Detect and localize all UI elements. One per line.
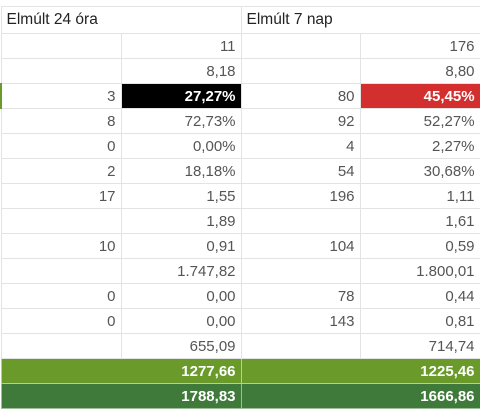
table-row: 2 18,18% 54 30,68% <box>0 158 480 184</box>
cell-c[interactable] <box>241 208 361 234</box>
cell-b[interactable]: 655,09 <box>121 333 242 359</box>
cell-c[interactable]: 143 <box>241 308 361 334</box>
cell-c[interactable]: 92 <box>241 108 361 134</box>
cell-c[interactable] <box>241 33 361 59</box>
cell-c[interactable]: 196 <box>241 183 361 209</box>
total-row: 1277,66 1225,46 <box>0 358 480 384</box>
table-row: 1,89 1,61 <box>0 208 480 234</box>
cell-a[interactable]: 3 <box>0 83 122 109</box>
cell-d[interactable]: 0,81 <box>360 308 480 334</box>
header-last-7-days[interactable]: Elmúlt 7 nap <box>241 6 480 34</box>
cell-a[interactable] <box>0 208 122 234</box>
cell-d[interactable]: 0,44 <box>360 283 480 309</box>
table-row: 3 27,27% 80 45,45% <box>0 83 480 109</box>
cell-d[interactable]: 176 <box>360 33 480 59</box>
cell-b[interactable]: 72,73% <box>121 108 242 134</box>
table-row: 8 72,73% 92 52,27% <box>0 108 480 134</box>
cell-d[interactable]: 714,74 <box>360 333 480 359</box>
cell-a[interactable]: 17 <box>0 183 122 209</box>
cell-c[interactable] <box>241 333 361 359</box>
cell-d[interactable]: 1,61 <box>360 208 480 234</box>
table-row: 1.747,82 1.800,01 <box>0 258 480 284</box>
cell-d[interactable]: 2,27% <box>360 133 480 159</box>
total-cell-left[interactable]: 1788,83 <box>0 383 242 409</box>
table-row: 0 0,00 143 0,81 <box>0 308 480 334</box>
cell-c[interactable]: 78 <box>241 283 361 309</box>
table-row: 10 0,91 104 0,59 <box>0 233 480 259</box>
cell-a[interactable]: 8 <box>0 108 122 134</box>
table-row: 8,18 8,80 <box>0 58 480 84</box>
header-row: Elmúlt 24 óra Elmúlt 7 nap <box>0 6 480 34</box>
table-row: 655,09 714,74 <box>0 333 480 359</box>
cell-b[interactable]: 11 <box>121 33 242 59</box>
table-row: 0 0,00% 4 2,27% <box>0 133 480 159</box>
table-row: 11 176 <box>0 33 480 59</box>
total-cell-right[interactable]: 1225,46 <box>241 358 480 384</box>
table-row: 0 0,00 78 0,44 <box>0 283 480 309</box>
cell-c[interactable]: 104 <box>241 233 361 259</box>
cell-b[interactable]: 1.747,82 <box>121 258 242 284</box>
cell-a[interactable]: 0 <box>0 308 122 334</box>
cell-a[interactable]: 10 <box>0 233 122 259</box>
cell-d[interactable]: 8,80 <box>360 58 480 84</box>
cell-b[interactable]: 27,27% <box>121 83 242 109</box>
cell-a[interactable] <box>0 333 122 359</box>
cell-b[interactable]: 18,18% <box>121 158 242 184</box>
cell-d[interactable]: 45,45% <box>360 83 480 109</box>
cell-b[interactable]: 1,89 <box>121 208 242 234</box>
cell-b[interactable]: 1,55 <box>121 183 242 209</box>
cell-c[interactable] <box>241 58 361 84</box>
header-last-24-hours[interactable]: Elmúlt 24 óra <box>0 6 242 34</box>
stats-sheet: Elmúlt 24 óra Elmúlt 7 nap 11 176 8,18 8,80… <box>0 6 480 409</box>
cell-d[interactable]: 1,11 <box>360 183 480 209</box>
cell-d[interactable]: 52,27% <box>360 108 480 134</box>
table-row: 17 1,55 196 1,11 <box>0 183 480 209</box>
cell-b[interactable]: 0,91 <box>121 233 242 259</box>
cell-a[interactable] <box>0 258 122 284</box>
cell-c[interactable]: 54 <box>241 158 361 184</box>
total-cell-left[interactable]: 1277,66 <box>0 358 242 384</box>
cell-a[interactable]: 2 <box>0 158 122 184</box>
cell-a[interactable]: 0 <box>0 283 122 309</box>
cell-b[interactable]: 0,00 <box>121 283 242 309</box>
cell-a[interactable] <box>0 58 122 84</box>
cell-c[interactable] <box>241 258 361 284</box>
cell-d[interactable]: 1.800,01 <box>360 258 480 284</box>
cell-c[interactable]: 4 <box>241 133 361 159</box>
total-cell-right[interactable]: 1666,86 <box>241 383 480 409</box>
cell-b[interactable]: 0,00 <box>121 308 242 334</box>
cell-d[interactable]: 30,68% <box>360 158 480 184</box>
cell-b[interactable]: 8,18 <box>121 58 242 84</box>
cell-d[interactable]: 0,59 <box>360 233 480 259</box>
cell-a[interactable] <box>0 33 122 59</box>
cell-b[interactable]: 0,00% <box>121 133 242 159</box>
cell-c[interactable]: 80 <box>241 83 361 109</box>
cell-a[interactable]: 0 <box>0 133 122 159</box>
total-row: 1788,83 1666,86 <box>0 383 480 409</box>
